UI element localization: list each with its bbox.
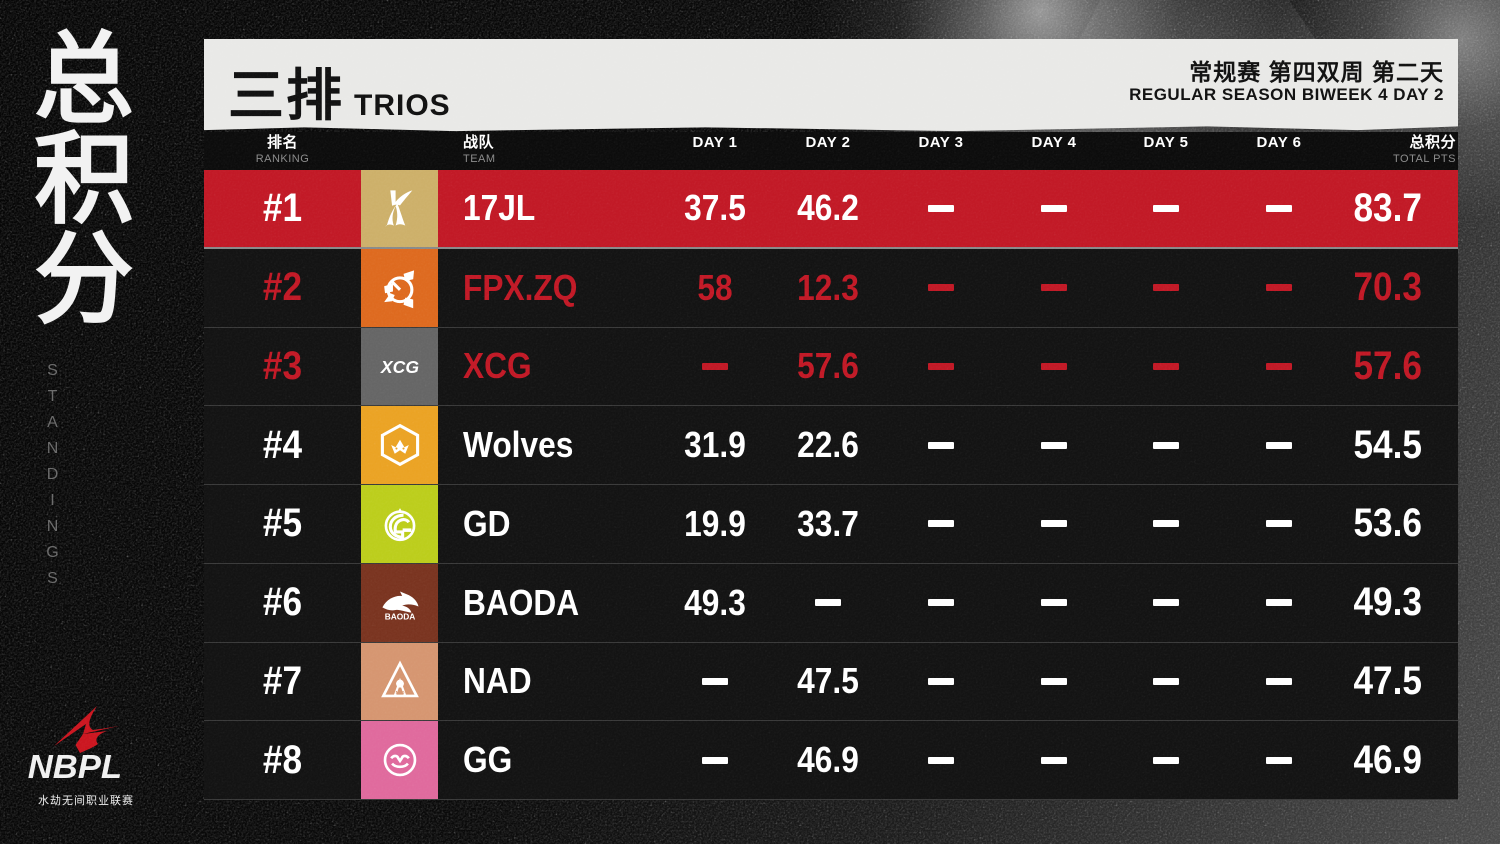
svg-text:XCG: XCG <box>379 357 418 377</box>
svg-text:BAODA: BAODA <box>384 611 415 621</box>
svg-text:N_D: N_D <box>395 691 404 696</box>
